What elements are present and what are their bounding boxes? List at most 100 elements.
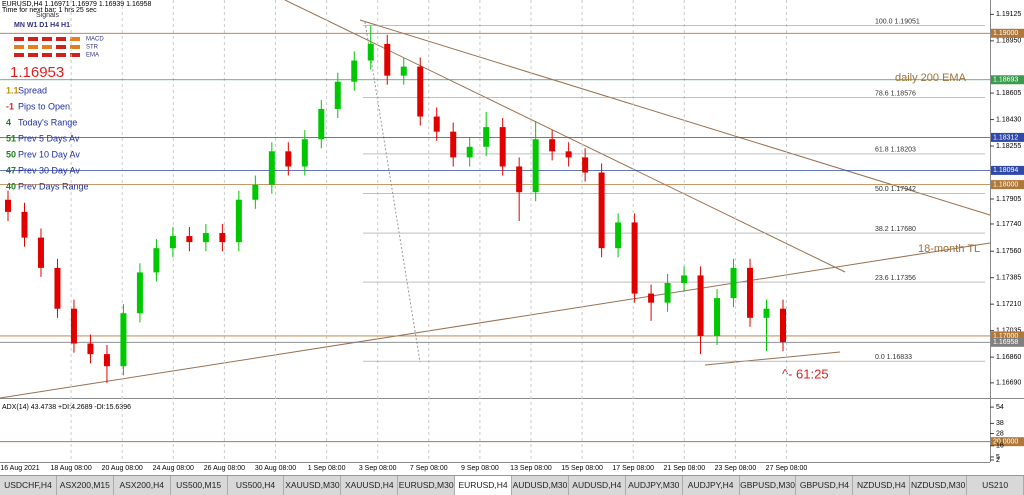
tab[interactable]: EURUSD,H4 — [455, 476, 513, 495]
signal — [14, 53, 24, 57]
adx-tick-label: 5 — [996, 454, 1000, 461]
trend-line — [359, 19, 991, 216]
candle-body — [37, 237, 44, 268]
tab[interactable]: US500,M15 — [171, 476, 228, 495]
candle-body — [318, 108, 325, 140]
plot-bg — [0, 0, 990, 398]
x-tick-label: 30 Aug 08:00 — [255, 465, 296, 472]
x-tick-label: 13 Sep 08:00 — [510, 465, 552, 472]
indicator: MACD — [86, 37, 104, 43]
price-label-box — [991, 75, 1024, 85]
candle-body — [120, 313, 127, 367]
adx-tick-label: 20.0000 — [993, 439, 1018, 446]
tab[interactable]: ASX200,M15 — [57, 476, 114, 495]
candle-body — [697, 275, 704, 336]
candle-body — [615, 222, 622, 249]
price-label-box — [991, 132, 1024, 142]
x-tick-label: 26 Aug 08:00 — [204, 465, 245, 472]
tab[interactable]: XAUUSD,M30 — [284, 476, 342, 495]
signal — [42, 53, 52, 57]
fib-label: 100.0 1.19051 — [875, 18, 920, 25]
candle-body — [499, 127, 506, 167]
candle-body — [648, 293, 655, 303]
stat-value: 40 — [6, 181, 16, 191]
signal — [14, 37, 24, 41]
candle-body — [780, 308, 786, 343]
candle-body — [21, 211, 28, 238]
tab[interactable]: XAUUSD,H4 — [341, 476, 399, 495]
candle-body — [664, 282, 671, 303]
candle-body — [681, 275, 688, 283]
x-tick-label: 15 Sep 08:00 — [561, 465, 603, 472]
x-tick-label: 7 Sep 08:00 — [410, 465, 448, 472]
candle-body — [153, 248, 160, 273]
signal — [28, 45, 38, 49]
signal — [70, 53, 80, 57]
x-tick-label: 24 Aug 08:00 — [153, 465, 194, 472]
stat-label: Spread — [18, 85, 47, 95]
trend-line — [704, 351, 841, 366]
stat-value: 4 — [6, 117, 11, 127]
candle-body — [285, 151, 292, 167]
price-label: 1.19000 — [993, 30, 1018, 37]
stat-label: Pips to Open — [18, 101, 70, 111]
stat-label: Prev Days Range — [18, 181, 89, 191]
price-label: 1.18312 — [993, 134, 1018, 141]
candle-body — [747, 267, 754, 318]
fib-label: 78.6 1.18576 — [875, 90, 916, 97]
candle-body — [136, 272, 143, 314]
tab[interactable]: NZDUSD,H4 — [853, 476, 911, 495]
tab[interactable]: AUDJPY,H4 — [683, 476, 740, 495]
tab[interactable]: GBPUSD,M30 — [740, 476, 797, 495]
indicator: STR — [86, 45, 99, 51]
price-label-box — [991, 180, 1024, 190]
tab[interactable]: AUDUSD,H4 — [569, 476, 626, 495]
candle-body — [763, 308, 770, 318]
x-tick-label: 20 Aug 08:00 — [102, 465, 143, 472]
candle-body — [351, 60, 358, 82]
price-label-box — [991, 165, 1024, 175]
price-label: 1.17000 — [993, 333, 1018, 340]
tab[interactable]: US210 — [967, 476, 1024, 495]
signal — [42, 37, 52, 41]
tab[interactable]: GBPUSD,H4 — [796, 476, 854, 495]
signals-grid — [14, 37, 80, 57]
candle-body — [483, 127, 490, 147]
adx-tick-label: 2 — [996, 457, 1000, 464]
trend-line — [284, 0, 846, 273]
tab[interactable]: NZDUSD,M30 — [910, 476, 968, 495]
tab[interactable]: USDCHF,H4 — [0, 476, 57, 495]
adx-tick-label: 16 — [996, 443, 1004, 450]
y-tick-label: 1.17560 — [996, 248, 1021, 255]
annotation: daily 200 EMA — [895, 72, 967, 84]
signal — [70, 37, 80, 41]
candle-body — [103, 354, 110, 367]
tab[interactable]: EURUSD,M30 — [398, 476, 456, 495]
candle-body — [433, 116, 440, 132]
y-tick-label: 1.18950 — [996, 38, 1021, 45]
stat-label: Prev 10 Day Av — [18, 149, 80, 159]
candle-body — [268, 151, 275, 185]
stat-label: Today's Range — [18, 117, 77, 127]
y-tick-label: 1.17905 — [996, 196, 1021, 203]
signal — [56, 45, 66, 49]
fib-anchor — [364, 21, 421, 363]
signal — [28, 53, 38, 57]
candle-body — [367, 43, 374, 61]
fib-label: 23.6 1.17356 — [875, 275, 916, 282]
y-tick-label: 1.17740 — [996, 221, 1021, 228]
tab[interactable]: US500,H4 — [228, 476, 285, 495]
y-tick-label: 1.17210 — [996, 301, 1021, 308]
y-tick-label: 1.16690 — [996, 380, 1021, 387]
tab[interactable]: AUDUSD,M30 — [512, 476, 569, 495]
candle-body — [252, 184, 259, 200]
tab[interactable]: ASX200,H4 — [114, 476, 171, 495]
fib-label: 50.0 1.17942 — [875, 186, 916, 193]
indicator: EMA — [86, 53, 99, 59]
chart: EURUSD,H4 1.16971 1.16979 1.16939 1.1695… — [0, 0, 1024, 472]
y-tick-label: 1.19125 — [996, 11, 1021, 18]
signal — [70, 45, 80, 49]
tab[interactable]: AUDJPY,M30 — [626, 476, 683, 495]
price-label: 1.18693 — [993, 77, 1018, 84]
bar-timer: Time for next bar: 1 hrs 25 sec — [2, 7, 97, 14]
